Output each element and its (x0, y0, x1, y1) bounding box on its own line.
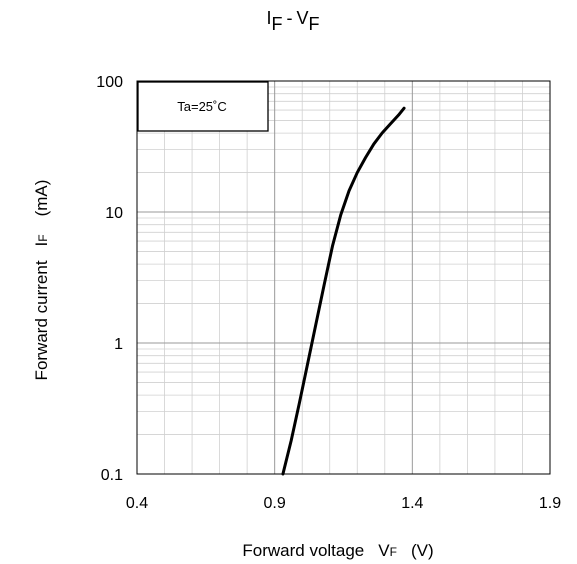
plot-area (137, 81, 550, 474)
chart-title: IF - VF (266, 8, 319, 34)
x-axis-label-unit: (V) (411, 541, 434, 560)
chart-title-subscript-1: F (272, 14, 283, 34)
x-tick-label: 0.9 (264, 495, 286, 512)
x-tick-label: 1.9 (539, 495, 561, 512)
chart-title-symbol-2: V (297, 8, 309, 28)
y-tick-label: 0.1 (101, 467, 123, 484)
x-axis-label-text: Forward voltage (242, 541, 364, 560)
y-axis-label-text: Forward current (32, 260, 51, 380)
y-tick-label: 10 (105, 205, 123, 222)
x-tick-labels: 0.4 0.9 1.4 1.9 (126, 495, 561, 512)
y-axis-label-symbol: I (32, 242, 51, 247)
plot-frame (136, 80, 551, 475)
chart-title-dash: - (287, 8, 293, 28)
chart-title-subscript-2: F (309, 14, 320, 34)
series-line (281, 106, 406, 476)
y-axis-label: Forward current IF (mA) (32, 180, 51, 381)
annotation-box (137, 81, 269, 132)
annotation: Ta=25˚C (137, 81, 269, 132)
x-axis-label-symbol: V (378, 541, 390, 560)
y-axis-label-unit: (mA) (32, 180, 51, 217)
x-tick-label: 0.4 (126, 495, 148, 512)
x-axis-label: Forward voltage VF (V) (242, 541, 433, 560)
y-tick-labels: 100 10 1 0.1 (96, 74, 123, 484)
y-tick-label: 1 (114, 336, 123, 353)
annotation-text: Ta=25˚C (177, 99, 227, 114)
grid-minor (137, 81, 550, 474)
x-axis-label-subscript: F (390, 545, 397, 559)
x-tick-label: 1.4 (401, 495, 423, 512)
chart-title-symbol-1: I (266, 8, 271, 28)
y-tick-label: 100 (96, 74, 123, 91)
y-axis-label-subscript: F (36, 234, 50, 241)
